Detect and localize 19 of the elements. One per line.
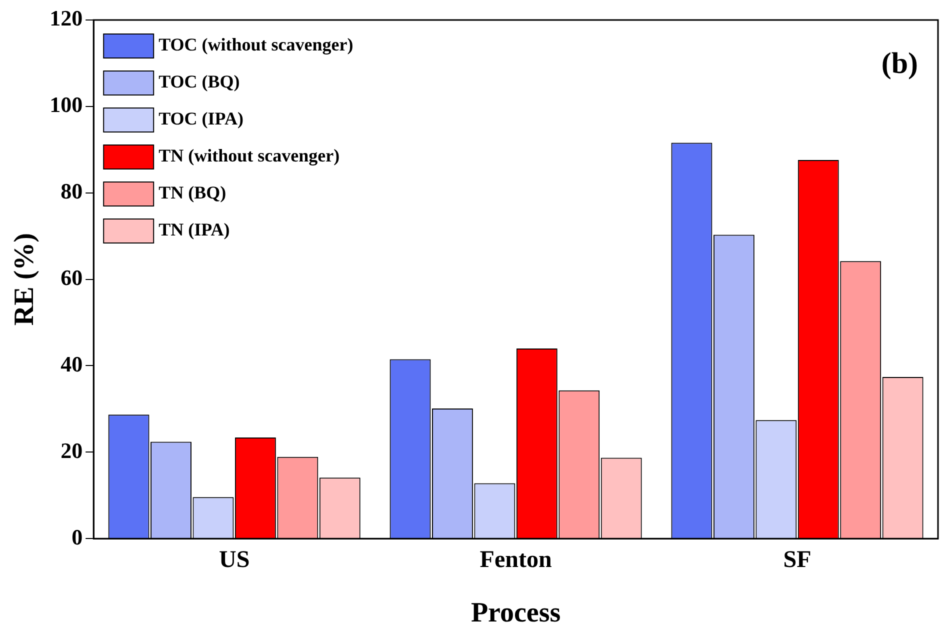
x-tick-label: Fenton <box>480 547 552 574</box>
y-tick-label: 0 <box>72 524 83 550</box>
y-axis-title: RE (%) <box>9 233 40 326</box>
y-tick-label: 40 <box>60 351 83 376</box>
legend-label: TN (IPA) <box>158 220 230 240</box>
y-tick-label: 60 <box>60 264 83 290</box>
x-tick-label: SF <box>783 547 812 574</box>
y-tick-label: 20 <box>60 438 83 463</box>
legend-label: TN (BQ) <box>158 182 226 203</box>
legend-label: TOC (BQ) <box>158 72 240 92</box>
y-tick-label: 80 <box>60 178 83 204</box>
annotation: (b) <box>881 46 918 80</box>
y-tick-label: 100 <box>50 92 83 118</box>
legend-label: TN (without scavenger) <box>158 146 340 166</box>
x-axis-title: Process <box>470 597 561 628</box>
y-tick-label: 120 <box>50 6 83 31</box>
legend-label: TOC (IPA) <box>158 108 244 129</box>
x-tick-label: US <box>218 547 250 574</box>
legend-label: TOC (without scavenger) <box>158 34 354 55</box>
